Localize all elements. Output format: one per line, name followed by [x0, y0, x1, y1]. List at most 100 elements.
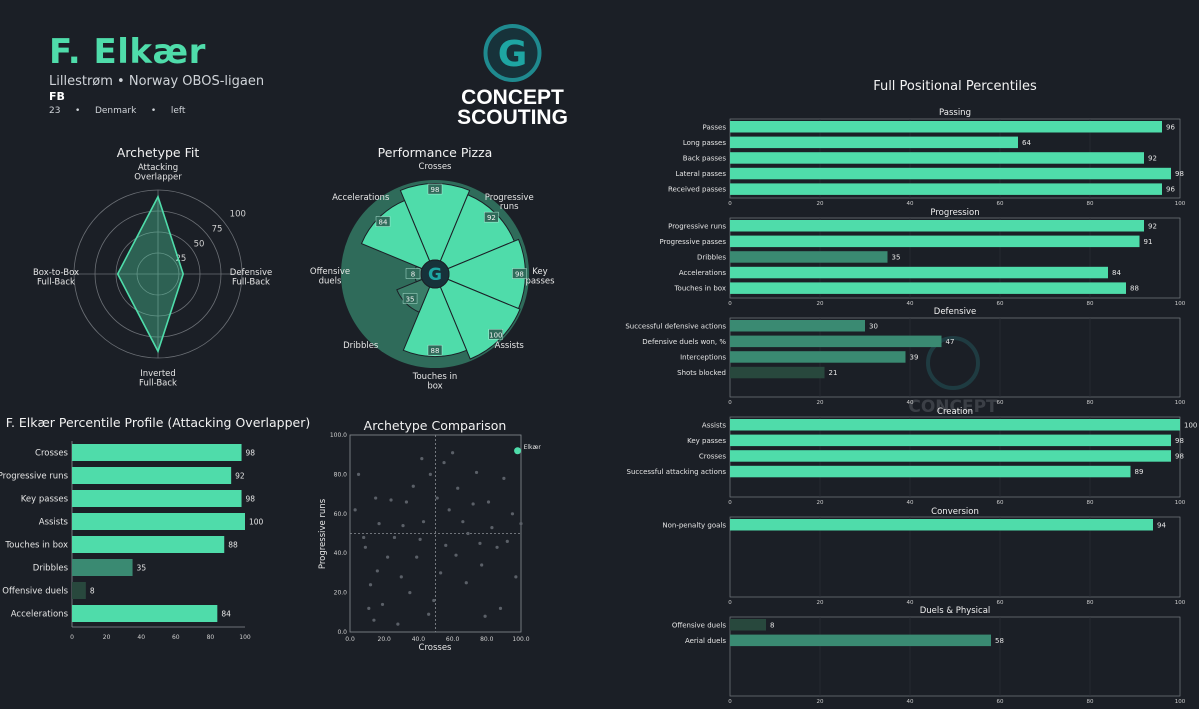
percentile-category-label: Lateral passes: [675, 170, 726, 178]
scatter-point: [442, 460, 446, 465]
group-tick-label: 60: [997, 699, 1004, 705]
percentile-bar: [730, 121, 1162, 133]
percentile-category-label: Assists: [702, 421, 726, 429]
percentile-category-label: Passes: [703, 123, 727, 131]
pizza-value-box: [427, 344, 443, 356]
group-tick-label: 80: [1087, 301, 1094, 307]
group-tick-label: 40: [907, 400, 914, 406]
scatter-point: [392, 535, 397, 540]
profile-category-label: Key passes: [21, 495, 69, 505]
scatter-point: [498, 606, 503, 610]
percentile-category-label: Successful defensive actions: [625, 322, 726, 330]
pizza-value-label: 84: [379, 219, 388, 227]
percentile-bar: [730, 366, 825, 379]
percentile-value-label: 96: [1166, 186, 1175, 194]
percentile-bar: [730, 619, 766, 631]
percentile-category-label: Progressive passes: [660, 238, 727, 246]
radar-ring-label: 100: [230, 210, 246, 220]
profile-bar: [72, 582, 86, 599]
radar-axis-label: Box-to-Box Full-Back: [33, 268, 79, 287]
scatter-point: [427, 612, 431, 616]
scatter-title: Archetype Comparison: [364, 418, 507, 433]
profile-bar: [72, 444, 242, 461]
scatter-point: [471, 502, 475, 506]
profile-category-label: Accelerations: [11, 610, 69, 620]
group-tick-label: 20: [817, 400, 824, 406]
scatter-point: [474, 470, 479, 475]
percentile-value-label: 35: [892, 253, 901, 261]
scatter-x-tick: 0.0: [345, 636, 355, 643]
scatter-point: [480, 563, 484, 567]
pizza-value-label: 88: [431, 347, 440, 355]
scatter-point: [495, 545, 499, 549]
percentile-bar: [730, 450, 1171, 462]
profile-category-label: Offensive duels: [2, 587, 68, 597]
group-tick-label: 60: [997, 301, 1004, 307]
profile-bar: [72, 490, 242, 507]
group-title: Passing: [939, 108, 971, 118]
profile-title: F. Elkær Percentile Profile (Attacking O…: [6, 415, 310, 430]
percentile-category-label: Accelerations: [679, 269, 726, 277]
scatter-y-tick: 100.0: [330, 432, 347, 439]
profile-value-label: 8: [90, 587, 95, 596]
pizza-title: Performance Pizza: [378, 145, 493, 160]
percentile-value-label: 98: [1175, 170, 1184, 178]
group-tick-label: 100: [1175, 301, 1186, 307]
profile-tick-label: 20: [103, 634, 111, 641]
percentile-bar: [730, 167, 1171, 180]
archetype-comparison-scatter: Archetype Comparison Elkær 0.00.0 20.0 20.0 4…: [318, 418, 541, 653]
player-meta: 23 • Denmark • left: [49, 106, 185, 116]
percentile-value-label: 100: [1184, 421, 1197, 429]
scatter-point: [490, 525, 494, 530]
percentile-bar: [730, 465, 1131, 478]
scatter-point: [486, 500, 491, 504]
percentile-value-label: 98: [1175, 452, 1184, 460]
scatter-point: [374, 496, 378, 500]
scatter-point: [456, 486, 460, 490]
profile-tick-label: 100: [239, 634, 251, 641]
percentile-category-label: Non-penalty goals: [662, 521, 726, 529]
scatter-point: [510, 512, 515, 516]
scatter-point: [356, 472, 361, 476]
profile-value-label: 98: [246, 449, 256, 458]
club-league: Lillestrøm • Norway OBOS-ligaen: [49, 74, 265, 89]
percentile-category-label: Back passes: [683, 154, 727, 162]
percentile-bar: [730, 152, 1144, 164]
scatter-y-tick: 20.0: [334, 590, 348, 597]
group-tick-label: 0: [728, 301, 732, 307]
scatter-point: [435, 496, 439, 500]
percentile-bar: [730, 266, 1108, 279]
meta-separator: •: [150, 106, 157, 116]
percentile-value-label: 21: [829, 369, 838, 377]
percentile-category-label: Aerial duels: [685, 637, 726, 645]
group-tick-label: 60: [997, 400, 1004, 406]
group-frame: [729, 516, 1181, 598]
profile-category-label: Touches in box: [4, 541, 68, 551]
archetype-fit-radar: Archetype Fit 25 50 75 100 Attacking Overlappe…: [33, 145, 272, 388]
percentile-value-label: 58: [995, 637, 1004, 645]
percentile-bar: [730, 251, 888, 263]
percentile-category-label: Shots blocked: [677, 369, 726, 377]
scatter-point: [519, 522, 523, 526]
percentile-category-label: Dribbles: [697, 253, 726, 261]
profile-tick-label: 40: [137, 634, 145, 641]
logo-mark: G: [498, 34, 528, 75]
pizza-value-label: 98: [515, 271, 524, 279]
scatter-point: [466, 531, 470, 536]
scatter-point: [375, 569, 379, 573]
player-nation: Denmark: [94, 106, 137, 116]
scatter-x-tick: 20.0: [378, 636, 392, 643]
pizza-center: [420, 259, 450, 289]
scatter-point: [432, 598, 436, 603]
percentile-bar: [730, 320, 865, 332]
percentile-value-label: 96: [1166, 123, 1175, 131]
group-tick-label: 60: [997, 600, 1004, 606]
scatter-point: [447, 508, 451, 512]
scatter-point: [386, 555, 390, 559]
group-tick-label: 20: [817, 301, 824, 307]
profile-tick-label: 80: [207, 634, 215, 641]
watermark-text: CONCEPT: [908, 397, 998, 417]
scatter-x-tick: 40.0: [412, 636, 426, 643]
group-tick-label: 20: [817, 699, 824, 705]
